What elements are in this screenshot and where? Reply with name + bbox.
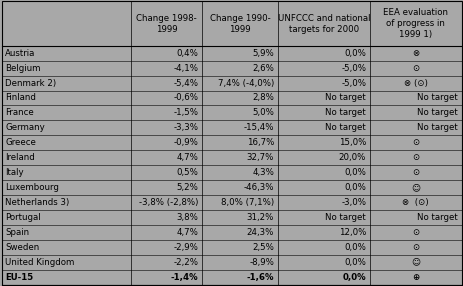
Text: ☺: ☺ xyxy=(410,258,419,267)
Text: -0,6%: -0,6% xyxy=(173,94,198,102)
Text: 5,2%: 5,2% xyxy=(176,183,198,192)
Text: ⊙: ⊙ xyxy=(411,228,419,237)
Text: Greece: Greece xyxy=(5,138,36,147)
Text: -3,8% (-2,8%): -3,8% (-2,8%) xyxy=(139,198,198,207)
Text: No target: No target xyxy=(325,108,365,118)
Text: 2,8%: 2,8% xyxy=(252,94,274,102)
Text: 0,0%: 0,0% xyxy=(342,273,365,282)
Text: 20,0%: 20,0% xyxy=(338,153,365,162)
Text: -4,1%: -4,1% xyxy=(173,64,198,73)
Text: Germany: Germany xyxy=(5,123,45,132)
Text: Finland: Finland xyxy=(5,94,36,102)
Text: EEA evaluation
of progress in
1999 1): EEA evaluation of progress in 1999 1) xyxy=(382,8,447,39)
Text: Ireland: Ireland xyxy=(5,153,35,162)
Text: 31,2%: 31,2% xyxy=(246,213,274,222)
Text: -46,3%: -46,3% xyxy=(243,183,274,192)
Text: 0,0%: 0,0% xyxy=(344,243,365,252)
Text: Change 1990-
1999: Change 1990- 1999 xyxy=(209,13,270,34)
Text: -8,9%: -8,9% xyxy=(249,258,274,267)
Text: No target: No target xyxy=(416,213,457,222)
Text: 32,7%: 32,7% xyxy=(246,153,274,162)
Text: 0,4%: 0,4% xyxy=(176,49,198,58)
Text: No target: No target xyxy=(416,108,457,118)
Text: -15,4%: -15,4% xyxy=(243,123,274,132)
Text: 2,5%: 2,5% xyxy=(252,243,274,252)
Text: ⊗: ⊗ xyxy=(411,49,419,58)
Text: Netherlands 3): Netherlands 3) xyxy=(5,198,69,207)
Text: 12,0%: 12,0% xyxy=(338,228,365,237)
Text: 4,7%: 4,7% xyxy=(176,153,198,162)
Text: No target: No target xyxy=(325,94,365,102)
Text: Denmark 2): Denmark 2) xyxy=(5,79,56,88)
Text: Sweden: Sweden xyxy=(5,243,39,252)
Text: 0,0%: 0,0% xyxy=(344,168,365,177)
Text: 4,3%: 4,3% xyxy=(252,168,274,177)
Text: Portugal: Portugal xyxy=(5,213,41,222)
Text: UNFCCC and national
targets for 2000: UNFCCC and national targets for 2000 xyxy=(277,13,369,34)
Text: -2,2%: -2,2% xyxy=(173,258,198,267)
Text: Italy: Italy xyxy=(5,168,24,177)
Text: Change 1998-
1999: Change 1998- 1999 xyxy=(136,13,196,34)
Text: No target: No target xyxy=(325,213,365,222)
Text: No target: No target xyxy=(416,123,457,132)
Text: -3,3%: -3,3% xyxy=(173,123,198,132)
Text: Austria: Austria xyxy=(5,49,35,58)
Text: 5,0%: 5,0% xyxy=(252,108,274,118)
Text: Spain: Spain xyxy=(5,228,29,237)
Text: -1,4%: -1,4% xyxy=(170,273,198,282)
Text: 0,0%: 0,0% xyxy=(344,49,365,58)
Text: France: France xyxy=(5,108,34,118)
Text: EU-15: EU-15 xyxy=(5,273,33,282)
Text: United Kingdom: United Kingdom xyxy=(5,258,75,267)
Text: -0,9%: -0,9% xyxy=(173,138,198,147)
Text: ⊙: ⊙ xyxy=(411,243,419,252)
Text: 2,6%: 2,6% xyxy=(252,64,274,73)
Text: 0,0%: 0,0% xyxy=(344,258,365,267)
Text: -3,0%: -3,0% xyxy=(340,198,365,207)
Text: ⊗  (⊙): ⊗ (⊙) xyxy=(401,198,428,207)
Text: 16,7%: 16,7% xyxy=(246,138,274,147)
Text: -2,9%: -2,9% xyxy=(173,243,198,252)
Text: -1,6%: -1,6% xyxy=(246,273,274,282)
Text: ⊕: ⊕ xyxy=(411,273,419,282)
Text: -5,0%: -5,0% xyxy=(340,79,365,88)
Text: 15,0%: 15,0% xyxy=(338,138,365,147)
Text: -1,5%: -1,5% xyxy=(173,108,198,118)
Text: ⊙: ⊙ xyxy=(411,138,419,147)
Text: 4,7%: 4,7% xyxy=(176,228,198,237)
Text: -5,4%: -5,4% xyxy=(173,79,198,88)
Text: ⊙: ⊙ xyxy=(411,153,419,162)
Text: 0,0%: 0,0% xyxy=(344,183,365,192)
Text: 0,5%: 0,5% xyxy=(176,168,198,177)
Text: ⊗ (⊙): ⊗ (⊙) xyxy=(403,79,427,88)
Text: Belgium: Belgium xyxy=(5,64,41,73)
Text: 3,8%: 3,8% xyxy=(176,213,198,222)
Text: 7,4% (-4,0%): 7,4% (-4,0%) xyxy=(218,79,274,88)
Text: 5,9%: 5,9% xyxy=(252,49,274,58)
Text: Luxembourg: Luxembourg xyxy=(5,183,59,192)
Text: ⊙: ⊙ xyxy=(411,168,419,177)
Text: No target: No target xyxy=(325,123,365,132)
Text: ⊙: ⊙ xyxy=(411,64,419,73)
Text: 24,3%: 24,3% xyxy=(246,228,274,237)
Text: 8,0% (7,1%): 8,0% (7,1%) xyxy=(221,198,274,207)
Text: -5,0%: -5,0% xyxy=(340,64,365,73)
Text: ☺: ☺ xyxy=(410,183,419,192)
Text: No target: No target xyxy=(416,94,457,102)
